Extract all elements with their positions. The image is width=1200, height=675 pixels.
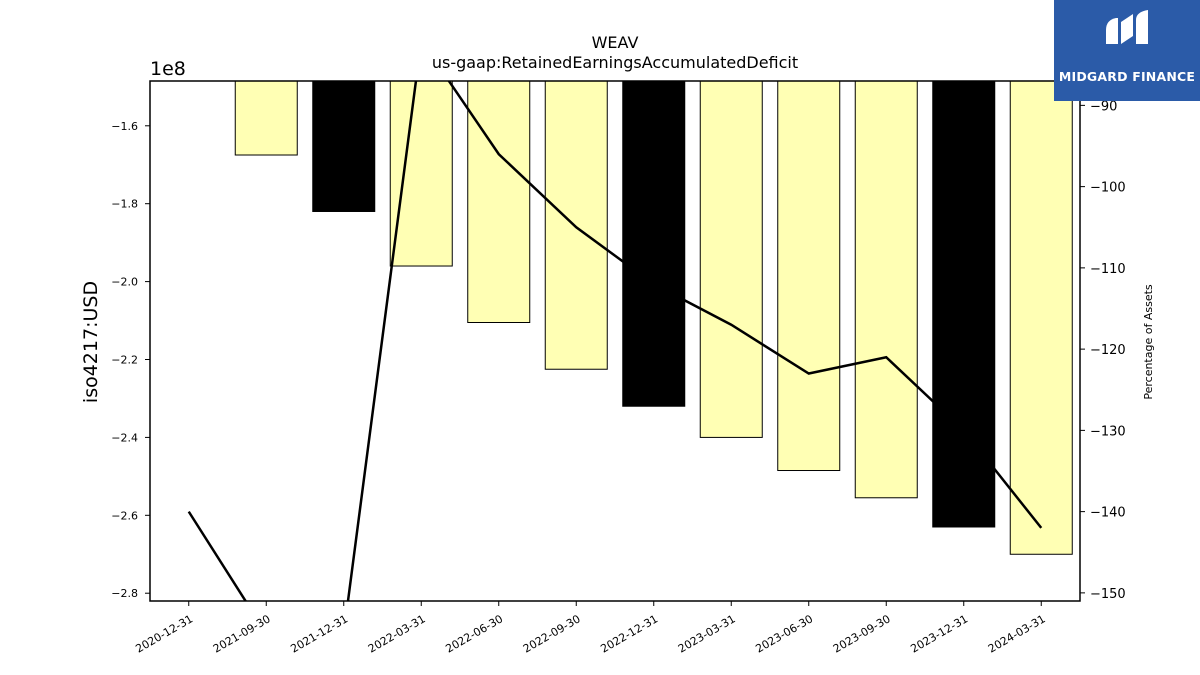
x-tick-label: 2022-09-30 [521,612,583,655]
x-tick-label: 2023-06-30 [753,612,815,655]
y2-tick-label: −110 [1090,262,1126,277]
y-tick-label: −2.0 [111,276,138,289]
bar [777,81,841,472]
x-tick-label: 2021-09-30 [211,612,273,655]
line-series [187,81,1043,601]
bar [544,81,608,370]
bar [932,81,996,528]
bar [622,81,686,407]
bar [467,81,531,323]
chart-subtitle: us-gaap:RetainedEarningsAccumulatedDefic… [432,53,798,72]
y-tick-label: −2.4 [111,431,138,444]
plot-frame [149,80,1081,602]
x-tick-label: 2022-12-31 [598,612,660,655]
chart-title: WEAV [592,33,639,52]
y-tick-label: −1.8 [111,198,138,211]
y-offset-label: 1e8 [150,58,186,80]
bar [389,81,453,267]
y2-tick-label: −150 [1090,587,1126,602]
x-tick-label: 2023-12-31 [908,612,970,655]
x-tick-label: 2022-06-30 [443,612,505,655]
y2-tick-label: −120 [1090,343,1126,358]
bar [234,81,298,156]
bar [854,81,918,499]
y2-tick-label: −140 [1090,506,1126,521]
bar [1009,81,1073,555]
y-tick-label: −1.6 [111,120,138,133]
logo-mark-icon [1106,10,1148,44]
y2-tick-label: −100 [1090,181,1126,196]
y-axis-label: iso4217:USD [80,281,102,403]
x-tick-label: 2024-03-31 [986,612,1048,655]
y-tick-label: −2.2 [111,354,138,367]
y-tick-label: −2.6 [111,509,138,522]
bar [312,81,376,212]
x-tick-label: 2020-12-31 [133,612,195,655]
x-tick-label: 2023-09-30 [831,612,893,655]
x-tick-label: 2022-03-31 [366,612,428,655]
midgard-finance-logo: MIDGARD FINANCE [1054,0,1200,101]
x-tick-label: 2021-12-31 [288,612,350,655]
bar [699,81,763,438]
logo-text: MIDGARD FINANCE [1058,69,1196,84]
y-tick-label: −2.8 [111,587,138,600]
y2-axis-label: Percentage of Assets [1142,284,1155,400]
y2-tick-label: −90 [1090,99,1117,114]
x-tick-label: 2023-03-31 [676,612,738,655]
y2-tick-label: −130 [1090,424,1126,439]
